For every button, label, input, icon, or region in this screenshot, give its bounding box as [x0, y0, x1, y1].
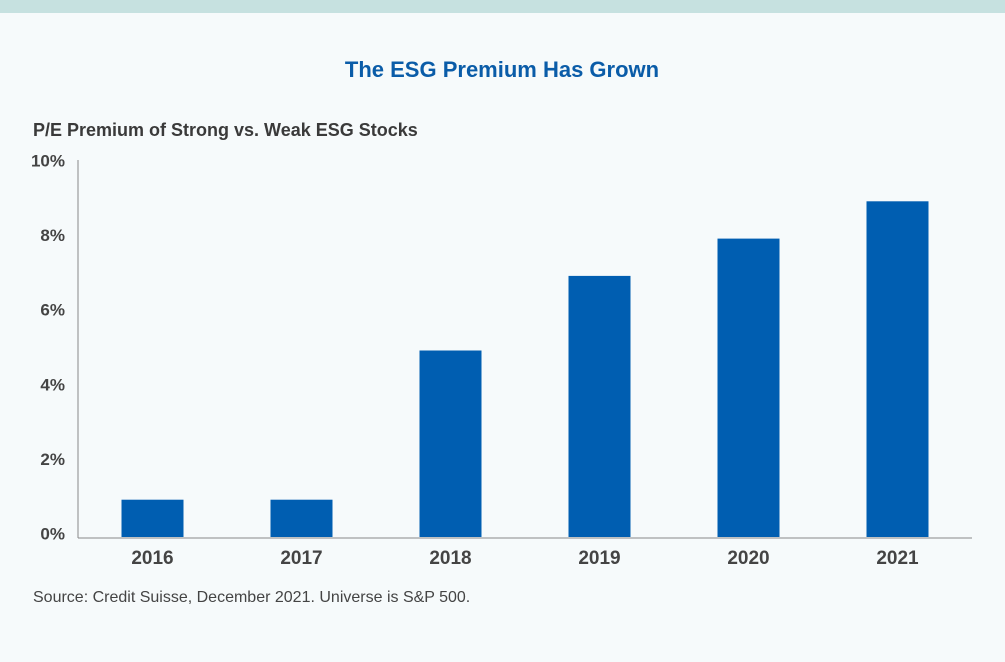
bar	[568, 275, 631, 537]
bar	[270, 499, 333, 537]
x-tick-label: 2017	[280, 548, 322, 569]
source-note: Source: Credit Suisse, December 2021. Un…	[33, 589, 470, 606]
bar	[121, 499, 184, 537]
bar	[717, 238, 780, 537]
x-tick-label: 2020	[727, 548, 769, 569]
y-tick-label: 4%	[40, 375, 65, 394]
chart-title: The ESG Premium Has Grown	[345, 57, 659, 82]
y-axis-label: P/E Premium of Strong vs. Weak ESG Stock…	[33, 120, 418, 140]
y-tick-label: 10%	[31, 151, 65, 170]
x-tick-label: 2018	[429, 548, 471, 569]
y-tick-label: 6%	[40, 301, 65, 320]
y-tick-label: 0%	[40, 524, 65, 543]
x-tick-label: 2016	[131, 548, 173, 569]
bar	[419, 350, 482, 537]
x-tick-label: 2019	[578, 548, 620, 569]
top-band	[0, 0, 1005, 13]
y-tick-label: 2%	[40, 450, 65, 469]
bar	[866, 201, 929, 538]
y-tick-label: 8%	[40, 226, 65, 245]
x-tick-label: 2021	[876, 548, 919, 569]
